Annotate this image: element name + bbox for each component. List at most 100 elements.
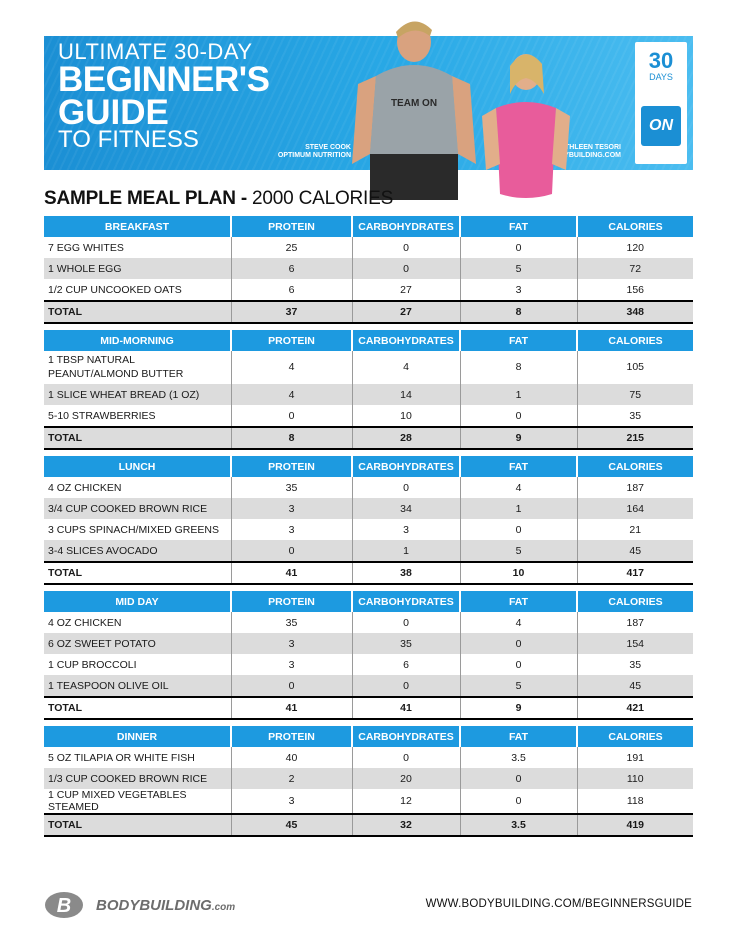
meal-name: BREAKFAST — [44, 216, 231, 237]
fat-value: 0 — [459, 768, 577, 789]
food-name: 3-4 SLICES AVOCADO — [44, 540, 231, 562]
total-carbs: 41 — [351, 696, 460, 720]
total-label: TOTAL — [44, 426, 231, 450]
meal-header-row: DINNER PROTEIN CARBOHYDRATES FAT CALORIES — [44, 726, 693, 747]
column-header: CARBOHYDRATES — [351, 726, 460, 747]
person-2-org: BODYBUILDING.COM — [548, 152, 621, 160]
guide-title: ULTIMATE 30-DAY BEGINNER'S GUIDE TO FITN… — [58, 41, 270, 154]
food-row: 1 TBSP NATURAL PEANUT/ALMOND BUTTER 4 4 8 10… — [44, 351, 693, 384]
person-1-caption: STEVE COOK OPTIMUM NUTRITION — [266, 144, 351, 161]
protein-value: 25 — [230, 237, 352, 258]
bodybuilding-b-icon: B — [45, 892, 83, 918]
on-logo: ON — [641, 106, 681, 146]
total-calories: 348 — [576, 300, 693, 324]
title-line-4: TO FITNESS — [58, 126, 199, 154]
fat-value: 8 — [459, 351, 577, 384]
food-row: 5-10 STRAWBERRIES 0 10 0 35 — [44, 405, 693, 427]
food-name: 1 SLICE WHEAT BREAD (1 OZ) — [44, 384, 231, 405]
title-line-3: GUIDE — [58, 93, 169, 133]
meal-table: BREAKFAST PROTEIN CARBOHYDRATES FAT CALORIES… — [44, 216, 693, 324]
total-protein: 37 — [230, 300, 352, 324]
person-2-name: KATHLEEN TESORI — [555, 144, 621, 151]
fat-value: 4 — [459, 612, 577, 633]
meal-tables: BREAKFAST PROTEIN CARBOHYDRATES FAT CALORIES… — [44, 216, 693, 843]
guide-url: WWW.BODYBUILDING.COM/BEGINNERSGUIDE — [425, 898, 692, 910]
food-name: 1 CUP MIXED VEGETABLES STEAMED — [48, 789, 187, 813]
total-fat: 8 — [459, 300, 577, 324]
column-header: PROTEIN — [230, 216, 352, 237]
person-1-name: STEVE COOK — [305, 144, 351, 151]
calories-value: 35 — [576, 405, 693, 427]
total-carbs: 28 — [351, 426, 460, 450]
total-calories: 215 — [576, 426, 693, 450]
meal-header-row: MID-MORNING PROTEIN CARBOHYDRATES FAT CALORI… — [44, 330, 693, 351]
column-header: FAT — [459, 216, 577, 237]
calories-value: 72 — [576, 258, 693, 279]
carbs-value: 0 — [351, 258, 460, 279]
calories-value: 110 — [576, 768, 693, 789]
calories-value: 118 — [576, 789, 693, 814]
calories-value: 156 — [576, 279, 693, 301]
protein-value: 4 — [230, 351, 352, 384]
calories-value: 35 — [576, 654, 693, 675]
fat-value: 5 — [459, 540, 577, 562]
food-name: 1 CUP BROCCOLI — [48, 658, 137, 671]
meal-name: MID DAY — [44, 591, 231, 612]
logo-wordmark: BODYBUILDING.com — [96, 897, 236, 914]
protein-value: 6 — [230, 258, 352, 279]
total-carbs: 27 — [351, 300, 460, 324]
meal-plan-calories: 2000 CALORIES — [252, 188, 394, 209]
carbs-value: 0 — [351, 477, 460, 498]
fat-value: 0 — [459, 237, 577, 258]
food-name: 5 OZ TILAPIA OR WHITE FISH — [48, 751, 195, 764]
carbs-value: 6 — [351, 654, 460, 675]
carbs-value: 34 — [351, 498, 460, 519]
fat-value: 0 — [459, 789, 577, 814]
food-row: 1/3 CUP COOKED BROWN RICE 2 20 0 110 — [44, 768, 693, 789]
column-header: FAT — [459, 726, 577, 747]
fat-value: 5 — [459, 675, 577, 697]
food-name: 3 CUPS SPINACH/MIXED GREENS — [48, 523, 219, 536]
food-name: 1/3 CUP COOKED BROWN RICE — [44, 768, 231, 789]
protein-value: 2 — [230, 768, 352, 789]
total-fat: 9 — [459, 696, 577, 720]
fat-value: 3.5 — [459, 747, 577, 768]
protein-value: 4 — [230, 384, 352, 405]
protein-value: 0 — [230, 675, 352, 697]
column-header: CALORIES — [576, 330, 693, 351]
person-2-caption: KATHLEEN TESORI BODYBUILDING.COM — [529, 144, 621, 161]
protein-value: 3 — [230, 654, 352, 675]
carbs-value: 1 — [351, 540, 460, 562]
protein-value: 3 — [230, 498, 352, 519]
total-protein: 45 — [230, 813, 352, 837]
calories-value: 21 — [576, 519, 693, 540]
food-row: 1 CUP MIXED VEGETABLES STEAMED 3 12 0 118 — [44, 789, 693, 814]
carbs-value: 0 — [351, 747, 460, 768]
food-name: 4 OZ CHICKEN — [48, 481, 122, 494]
total-row: TOTAL 8 28 9 215 — [44, 426, 693, 450]
fitness-models-photo: TEAM ON — [352, 21, 570, 200]
carbs-value: 14 — [351, 384, 460, 405]
meal-table: MID DAY PROTEIN CARBOHYDRATES FAT CALORIES 4 … — [44, 591, 693, 720]
total-protein: 41 — [230, 561, 352, 585]
calories-value: 187 — [576, 612, 693, 633]
calories-value: 105 — [576, 351, 693, 384]
column-header: PROTEIN — [230, 456, 352, 477]
badge-number: 30 — [648, 48, 674, 73]
person-1-org: OPTIMUM NUTRITION — [277, 152, 351, 160]
total-row: TOTAL 45 32 3.5 419 — [44, 813, 693, 837]
meal-name: DINNER — [44, 726, 231, 747]
total-carbs: 32 — [351, 813, 460, 837]
total-label: TOTAL — [44, 696, 231, 720]
carbs-value: 0 — [351, 237, 460, 258]
total-row: TOTAL 37 27 8 348 — [44, 300, 693, 324]
total-label: TOTAL — [44, 561, 231, 585]
food-name: 1 TBSP NATURAL PEANUT/ALMOND BUTTER — [48, 354, 184, 380]
column-header: CARBOHYDRATES — [351, 456, 460, 477]
carbs-value: 20 — [351, 768, 460, 789]
food-row: 1 SLICE WHEAT BREAD (1 OZ) 4 14 1 75 — [44, 384, 693, 405]
meal-table: MID-MORNING PROTEIN CARBOHYDRATES FAT CALORI… — [44, 330, 693, 450]
column-header: CARBOHYDRATES — [351, 591, 460, 612]
total-carbs: 38 — [351, 561, 460, 585]
carbs-value: 35 — [351, 633, 460, 654]
